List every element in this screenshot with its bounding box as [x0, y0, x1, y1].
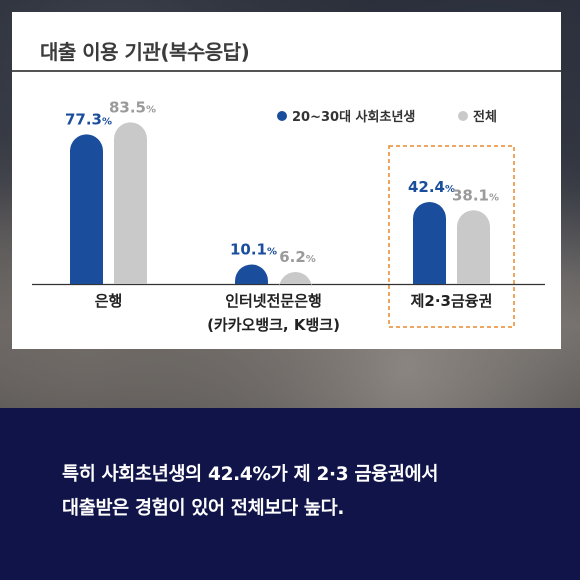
category-label-1-1: (카카오뱅크, K뱅크): [207, 316, 340, 334]
legend-label-0: 20~30대 사회초년생: [292, 109, 415, 125]
caption-line-1: 특히 사회초년생의 42.4%가 제 2·3 금융권에서: [62, 464, 439, 485]
category-label-0-0: 은행: [95, 292, 123, 310]
bar-s1-c0: [114, 122, 147, 284]
bar-s1-c2: [457, 210, 490, 284]
value-label-s0-c2: 42.4%: [408, 178, 455, 196]
chart-card: 대출 이용 기관(복수응답): [12, 12, 561, 349]
value-label-s0-c0: 77.3%: [65, 110, 112, 128]
bar-s0-c2: [413, 201, 446, 284]
caption-line-2: 대출받은 경험이 있어 전체보다 높다.: [62, 498, 345, 519]
legend-marker-1: [458, 111, 468, 121]
category-label-2-0: 제2·3금융권: [411, 292, 493, 310]
category-label-1-0: 인터넷전문은행: [225, 292, 322, 310]
value-label-s1-c0: 83.5%: [109, 98, 156, 116]
bar-s1-c1: [279, 272, 312, 289]
value-label-s1-c2: 38.1%: [452, 186, 499, 204]
caption-panel: 특히 사회초년생의 42.4%가 제 2·3 금융권에서 대출받은 경험이 있어…: [0, 408, 580, 580]
bar-s0-c1: [235, 264, 268, 284]
title-divider: [12, 70, 561, 72]
legend-label-1: 전체: [473, 109, 497, 125]
bar-chart: 77.3% 10.1% 42.4% 83.5% 6.2% 38.1% 은행 인터넷전문은행 (카…: [32, 98, 545, 334]
highlight-box: [388, 145, 515, 328]
legend-marker-0: [277, 111, 287, 121]
chart-title: 대출 이용 기관(복수응답): [40, 40, 250, 64]
value-label-s1-c1: 6.2%: [279, 248, 316, 266]
bar-s0-c0: [70, 134, 103, 284]
value-label-s0-c1: 10.1%: [230, 240, 277, 258]
